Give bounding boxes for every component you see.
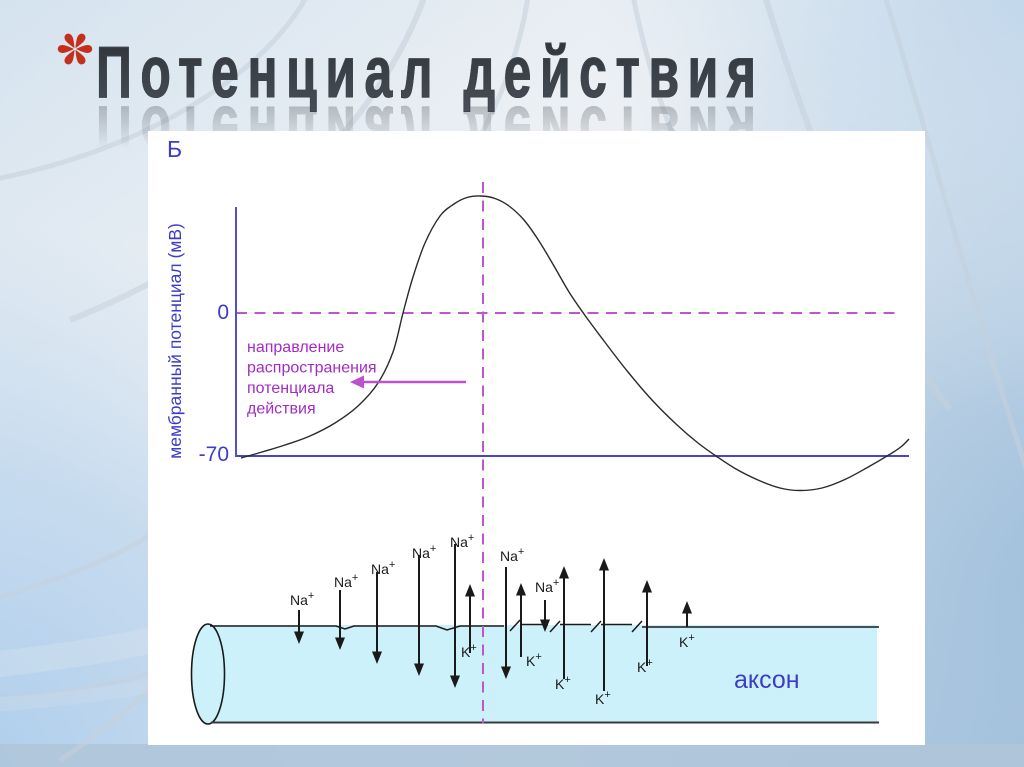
- svg-text:0: 0: [217, 301, 229, 324]
- svg-text:Na+: Na+: [334, 572, 358, 590]
- svg-text:Na+: Na+: [450, 532, 474, 550]
- svg-text:Na+: Na+: [371, 559, 395, 577]
- svg-text:действия: действия: [247, 401, 316, 418]
- svg-text:Na+: Na+: [500, 546, 524, 564]
- svg-text:Na+: Na+: [290, 590, 314, 608]
- svg-text:мембранный потенциал (мВ): мембранный потенциал (мВ): [165, 223, 185, 459]
- svg-text:потенциала: потенциала: [247, 380, 334, 397]
- svg-text:Na+: Na+: [412, 543, 436, 561]
- svg-text:Na+: Na+: [535, 577, 559, 595]
- svg-text:направление: направление: [247, 339, 344, 356]
- svg-text:распространения: распространения: [247, 360, 377, 377]
- svg-text:аксон: аксон: [734, 666, 800, 694]
- svg-text:-70: -70: [199, 443, 229, 466]
- svg-text:Б: Б: [167, 136, 182, 162]
